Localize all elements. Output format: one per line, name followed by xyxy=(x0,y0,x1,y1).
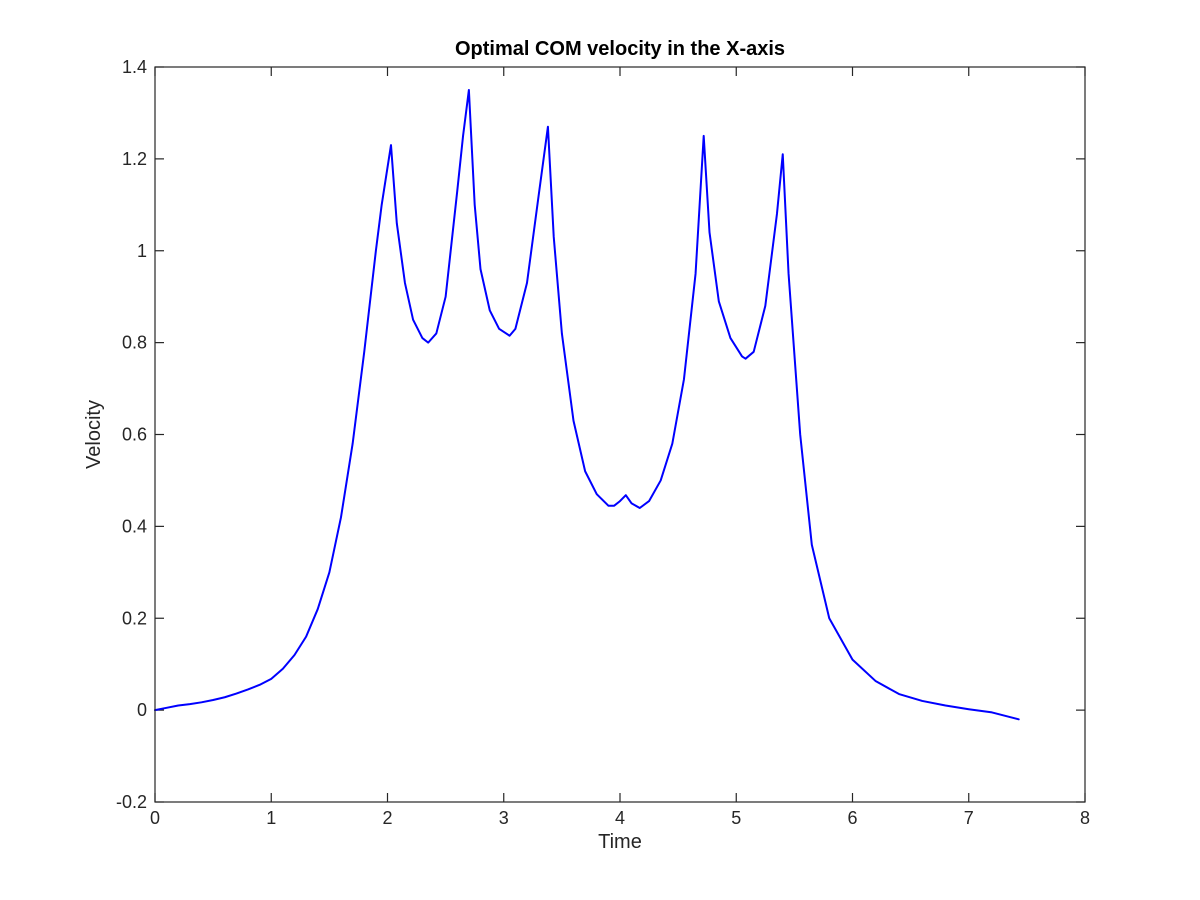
y-tick-label: 1.4 xyxy=(122,57,147,77)
x-tick-label: 3 xyxy=(499,808,509,828)
y-tick-label: 0.4 xyxy=(122,516,147,536)
chart-title: Optimal COM velocity in the X-axis xyxy=(455,38,785,60)
y-tick-label: 0.6 xyxy=(122,425,147,445)
x-tick-label: 7 xyxy=(964,808,974,828)
y-tick-label: 1.2 xyxy=(122,149,147,169)
x-axis-label: Time xyxy=(598,831,642,853)
x-tick-label: 1 xyxy=(266,808,276,828)
x-tick-label: 0 xyxy=(150,808,160,828)
x-tick-label: 2 xyxy=(382,808,392,828)
x-tick-label: 8 xyxy=(1080,808,1090,828)
y-tick-label: -0.2 xyxy=(116,792,147,812)
x-tick-label: 6 xyxy=(847,808,857,828)
y-tick-label: 0 xyxy=(137,700,147,720)
y-tick-label: 0.8 xyxy=(122,333,147,353)
axes-box xyxy=(154,66,1086,803)
axes-background xyxy=(155,67,1085,802)
series-line xyxy=(154,88,1020,721)
y-tick-label: 0.2 xyxy=(122,608,147,628)
y-axis-label: Velocity xyxy=(83,400,105,469)
tick-labels: 0 1 2 3 4 5 6 7 8-0.200.20.40.60.811.21.4 xyxy=(116,57,1090,828)
x-tick-label: 4 xyxy=(615,808,625,828)
x-tick-label: 5 xyxy=(731,808,741,828)
y-tick-label: 1 xyxy=(137,241,147,261)
